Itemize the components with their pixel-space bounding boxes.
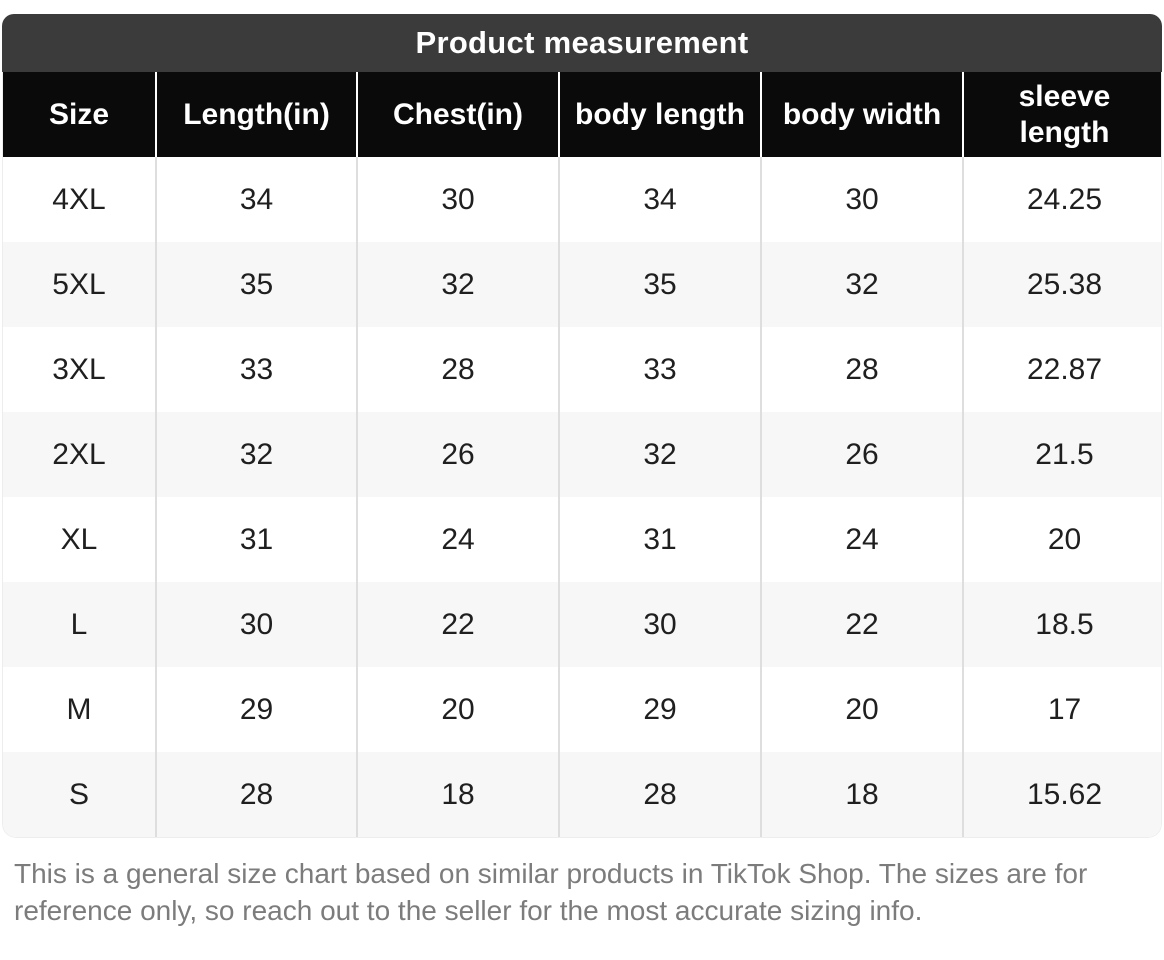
body-width-cell: 20 (760, 667, 963, 752)
body-length-cell: 33 (558, 327, 761, 412)
sleeve-length-cell: 20 (962, 497, 1161, 582)
size-cell: 5XL (3, 242, 156, 327)
col-header-sleeve-length: sleeve length (962, 72, 1161, 157)
table-title-bar: Product measurement (2, 14, 1162, 72)
body-width-cell: 30 (760, 157, 963, 242)
chest-cell: 28 (356, 327, 559, 412)
body-width-cell: 24 (760, 497, 963, 582)
length-cell: 28 (155, 752, 357, 837)
table-row: S 28 18 28 18 15.62 (3, 752, 1161, 837)
table-row: L 30 22 30 22 18.5 (3, 582, 1161, 667)
sleeve-length-cell: 21.5 (962, 412, 1161, 497)
length-cell: 29 (155, 667, 357, 752)
header-row: Size Length(in) Chest(in) body length bo… (3, 72, 1161, 157)
size-cell: 2XL (3, 412, 156, 497)
col-header-body-width: body width (760, 72, 963, 157)
body-width-cell: 32 (760, 242, 963, 327)
length-cell: 33 (155, 327, 357, 412)
sleeve-length-cell: 24.25 (962, 157, 1161, 242)
chest-cell: 22 (356, 582, 559, 667)
col-header-size: Size (3, 72, 156, 157)
body-width-cell: 18 (760, 752, 963, 837)
body-length-cell: 28 (558, 752, 761, 837)
product-measurement-page: Product measurement Size Length(in) Ches… (0, 14, 1164, 929)
sleeve-length-cell: 18.5 (962, 582, 1161, 667)
table-title: Product measurement (415, 25, 749, 60)
body-width-cell: 28 (760, 327, 963, 412)
chest-cell: 26 (356, 412, 559, 497)
length-cell: 30 (155, 582, 357, 667)
length-cell: 34 (155, 157, 357, 242)
size-cell: 3XL (3, 327, 156, 412)
body-width-cell: 22 (760, 582, 963, 667)
col-header-sleeve-length-label: sleeve length (1018, 79, 1111, 149)
table-row: 2XL 32 26 32 26 21.5 (3, 412, 1161, 497)
table-body-wrap: Size Length(in) Chest(in) body length bo… (2, 72, 1162, 838)
chest-cell: 20 (356, 667, 559, 752)
size-cell: XL (3, 497, 156, 582)
size-chart-card: Product measurement Size Length(in) Ches… (2, 14, 1162, 838)
size-cell: M (3, 667, 156, 752)
size-cell: S (3, 752, 156, 837)
body-length-cell: 34 (558, 157, 761, 242)
table-row: 3XL 33 28 33 28 22.87 (3, 327, 1161, 412)
length-cell: 32 (155, 412, 357, 497)
chest-cell: 18 (356, 752, 559, 837)
sleeve-length-cell: 17 (962, 667, 1161, 752)
table-row: XL 31 24 31 24 20 (3, 497, 1161, 582)
sleeve-length-cell: 22.87 (962, 327, 1161, 412)
size-chart-disclaimer: This is a general size chart based on si… (14, 858, 1088, 926)
body-length-cell: 35 (558, 242, 761, 327)
body-width-cell: 26 (760, 412, 963, 497)
col-header-chest: Chest(in) (356, 72, 559, 157)
table-row: M 29 20 29 20 17 (3, 667, 1161, 752)
table-row: 4XL 34 30 34 30 24.25 (3, 157, 1161, 242)
sleeve-length-cell: 15.62 (962, 752, 1161, 837)
chest-cell: 24 (356, 497, 559, 582)
chest-cell: 30 (356, 157, 559, 242)
body-length-cell: 31 (558, 497, 761, 582)
length-cell: 35 (155, 242, 357, 327)
sleeve-length-cell: 25.38 (962, 242, 1161, 327)
body-length-cell: 32 (558, 412, 761, 497)
col-header-length: Length(in) (155, 72, 357, 157)
size-cell: L (3, 582, 156, 667)
col-header-body-length: body length (558, 72, 761, 157)
table-row: 5XL 35 32 35 32 25.38 (3, 242, 1161, 327)
length-cell: 31 (155, 497, 357, 582)
body-length-cell: 29 (558, 667, 761, 752)
chest-cell: 32 (356, 242, 559, 327)
measurement-table: Size Length(in) Chest(in) body length bo… (3, 72, 1161, 837)
body-length-cell: 30 (558, 582, 761, 667)
size-cell: 4XL (3, 157, 156, 242)
